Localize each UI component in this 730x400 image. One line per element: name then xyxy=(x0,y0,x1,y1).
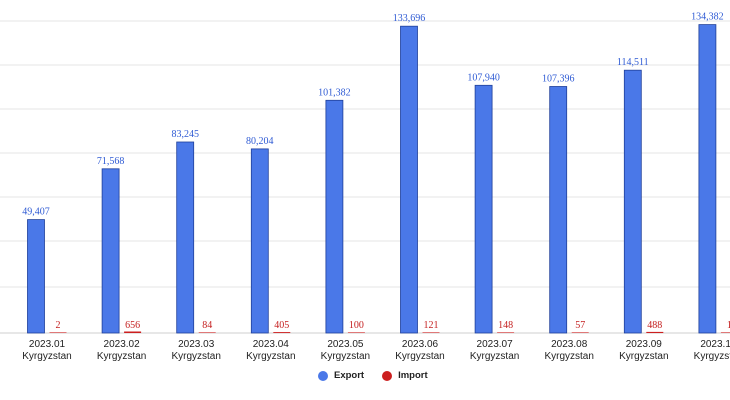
export-bar-4 xyxy=(250,148,269,334)
export-value-label-2: 71,568 xyxy=(97,156,125,167)
import-bar-7 xyxy=(497,332,515,333)
x-tick-period-9: 2023.09 xyxy=(626,339,663,350)
x-tick-country-6: Kyrgyzstan xyxy=(395,351,444,362)
export-bar-5 xyxy=(325,99,344,334)
x-tick-country-9: Kyrgyzstan xyxy=(619,351,668,362)
x-tick-country-3: Kyrgyzstan xyxy=(171,351,220,362)
export-bar-6 xyxy=(400,25,418,334)
x-tick-country-5: Kyrgyzstan xyxy=(321,351,370,362)
x-tick-country-4: Kyrgyzstan xyxy=(246,351,295,362)
x-tick-period-4: 2023.04 xyxy=(253,339,290,350)
export-value-label-5: 101,382 xyxy=(318,87,351,98)
import-bar-6 xyxy=(422,332,440,333)
export-bar-10 xyxy=(698,24,717,334)
import-value-label-2: 656 xyxy=(125,320,140,331)
x-tick-period-10: 2023.10 xyxy=(700,339,730,350)
export-value-label-7: 107,940 xyxy=(467,72,500,83)
import-bar-9 xyxy=(646,331,664,334)
export-bar-2 xyxy=(101,168,120,334)
export-bar-1 xyxy=(27,219,45,334)
export-bar-3 xyxy=(176,141,195,334)
legend-label-import: Import xyxy=(398,370,428,381)
export-bar-7 xyxy=(474,84,493,334)
export-bar-9 xyxy=(623,69,642,334)
import-bar-8 xyxy=(571,332,589,333)
x-tick-period-6: 2023.06 xyxy=(402,339,439,350)
x-tick-period-1: 2023.01 xyxy=(29,339,66,350)
import-value-label-5: 100 xyxy=(349,320,364,331)
legend-marker-import xyxy=(382,370,393,381)
x-tick-period-7: 2023.07 xyxy=(477,339,514,350)
legend-item-import[interactable]: Import xyxy=(382,370,428,381)
legend-marker-export xyxy=(318,370,328,381)
import-value-label-1: 2 xyxy=(56,320,61,331)
export-value-label-10: 134,382 xyxy=(691,12,724,23)
legend-item-export[interactable]: Export xyxy=(318,370,364,381)
import-value-label-7: 148 xyxy=(498,320,513,331)
import-bar-4 xyxy=(273,332,291,334)
chart-legend: Export Import xyxy=(318,370,428,381)
x-tick-country-1: Kyrgyzstan xyxy=(22,351,71,362)
x-tick-period-5: 2023.05 xyxy=(327,339,364,350)
export-value-label-8: 107,396 xyxy=(542,74,575,85)
export-value-label-6: 133,696 xyxy=(393,13,426,24)
x-tick-country-8: Kyrgyzstan xyxy=(544,351,593,362)
x-tick-period-2: 2023.02 xyxy=(104,339,141,350)
import-value-label-3: 84 xyxy=(202,320,212,331)
x-tick-country-10: Kyrgyzstan xyxy=(694,351,730,362)
export-bar-8 xyxy=(549,86,568,334)
import-value-label-6: 121 xyxy=(424,320,439,331)
import-bar-1 xyxy=(49,332,67,333)
import-value-label-10: 1 xyxy=(727,320,730,331)
x-tick-period-8: 2023.08 xyxy=(551,339,588,350)
x-tick-period-3: 2023.03 xyxy=(178,339,215,350)
import-value-label-8: 57 xyxy=(575,320,585,331)
import-value-label-4: 405 xyxy=(274,320,289,331)
legend-label-export: Export xyxy=(334,370,365,381)
x-tick-country-2: Kyrgyzstan xyxy=(97,351,146,362)
import-bar-2 xyxy=(124,331,142,334)
import-bar-5 xyxy=(347,332,365,333)
x-tick-country-7: Kyrgyzstan xyxy=(470,351,519,362)
export-value-label-3: 83,245 xyxy=(171,129,199,140)
export-value-label-9: 114,511 xyxy=(617,57,649,68)
import-bar-3 xyxy=(198,332,216,333)
import-value-label-9: 488 xyxy=(647,320,662,331)
export-value-label-4: 80,204 xyxy=(246,136,274,147)
export-value-label-1: 49,407 xyxy=(22,207,50,218)
import-bar-10 xyxy=(720,332,730,333)
